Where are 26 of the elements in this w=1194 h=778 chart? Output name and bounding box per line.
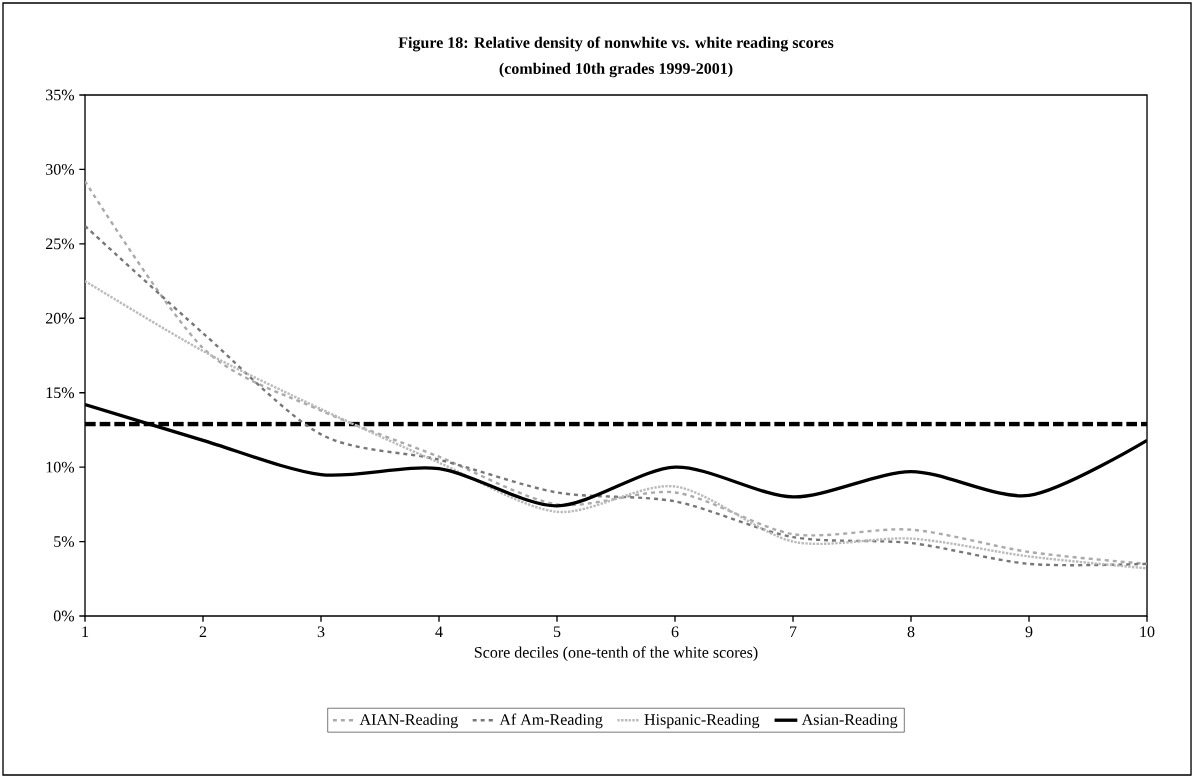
chart-title: Figure 18: Relative density of nonwhite vs. white reading scores [398, 36, 834, 52]
y-tick-label: 30% [46, 163, 75, 175]
legend-label: Asian-Reading [801, 713, 898, 729]
x-tick-label: 6 [671, 626, 679, 638]
x-tick-label: 8 [907, 626, 915, 638]
y-tick-label: 5% [54, 536, 75, 547]
y-tick-label: 0% [53, 610, 75, 622]
x-tick-label: 5 [553, 626, 561, 638]
legend-label: Hispanic-Reading [644, 713, 760, 729]
y-tick-label: 10% [46, 461, 75, 473]
x-tick-label: 3 [317, 626, 325, 638]
x-tick-label: 2 [199, 626, 207, 637]
y-tick-label: 15% [46, 387, 75, 399]
x-tick-label: 1 [82, 626, 89, 637]
legend-label: Af Am-Reading [499, 713, 603, 729]
y-tick-label: 20% [45, 312, 75, 324]
y-tick-label: 25% [45, 238, 75, 250]
x-tick-label: 4 [435, 626, 443, 637]
x-tick-label: 10 [1140, 626, 1155, 638]
line-series [85, 279, 1148, 570]
x-tick-label: 9 [1025, 626, 1033, 638]
x-tick-label: 7 [790, 626, 797, 637]
chart-subtitle: (combined 10th grades 1999-2001) [499, 62, 733, 78]
y-tick-label: 35% [46, 89, 75, 101]
legend-label: AIAN-Reading [359, 713, 458, 729]
x-axis-title: Score deciles (one-tenth of the white scores) [474, 646, 758, 662]
